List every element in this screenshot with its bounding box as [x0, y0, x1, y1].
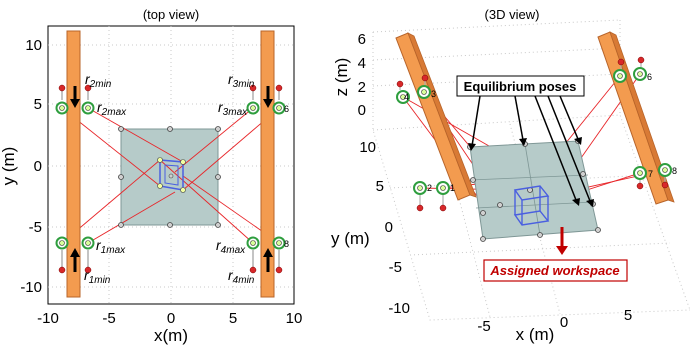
top-view-pulleys: [55, 101, 286, 250]
x-tick: 0: [167, 310, 175, 327]
x-tick: 5: [229, 310, 237, 327]
pulley-number-7: 7: [648, 169, 653, 179]
pulley-number-2: 2: [427, 183, 432, 193]
pulley-number-4: 4: [404, 92, 409, 102]
label-r3min: r3min: [228, 71, 255, 90]
y-tick: 0: [385, 219, 393, 236]
top-view-drop-markers: [61, 90, 280, 268]
z-tick: 6: [358, 31, 366, 48]
y-tick: -10: [20, 279, 42, 296]
top-view-x-label: x(m): [154, 326, 188, 345]
z-tick: 0: [358, 102, 366, 119]
equilibrium-poses-box: [456, 75, 585, 97]
3d-view-title: (3D view): [485, 7, 540, 22]
3d-view-y-label: y (m): [331, 229, 370, 248]
pulley-number-6: 6: [647, 72, 652, 82]
top-view-y-label: y (m): [0, 147, 18, 186]
x-tick: 10: [286, 310, 303, 327]
label-r4min: r4min: [228, 267, 255, 286]
equilibrium-poses-label: Equilibrium poses: [464, 79, 577, 94]
label-r4max: r4max: [216, 237, 246, 256]
y-tick: 0: [34, 158, 42, 175]
3d-view-red-markers: [396, 56, 669, 212]
y-tick: -5: [389, 259, 402, 276]
3d-view-z-label: z (m): [332, 58, 351, 97]
x-tick: -5: [102, 310, 115, 327]
top-view-platform: [157, 157, 186, 193]
top-view-title: (top view): [143, 7, 199, 22]
top-view-plot: (top view): [0, 7, 302, 345]
3d-view-pillar-right: [597, 31, 669, 205]
equilibrium-poses-callout: Equilibrium poses: [456, 75, 594, 207]
3d-view-x-label: x (m): [516, 325, 555, 344]
top-view-red-markers: [58, 84, 283, 274]
y-tick: -10: [388, 300, 410, 317]
pulley-number-1: 1: [450, 183, 455, 193]
pulley-number-3: 3: [431, 89, 436, 99]
3d-view-workspace: [469, 140, 599, 240]
assigned-workspace-label: Assigned workspace: [489, 263, 619, 278]
label-r1min: r1min: [84, 267, 111, 286]
x-tick: 5: [624, 307, 632, 324]
3d-view-plot: (3D view): [331, 7, 691, 344]
3d-view-y-ticks: 10 5 0 -5 -10: [359, 139, 410, 317]
z-tick: 4: [358, 55, 366, 72]
label-r2max: r2max: [97, 99, 127, 118]
y-tick: -5: [29, 219, 42, 236]
top-view-x-ticks: -10 -5 0 5 10: [37, 310, 302, 327]
3d-view-z-ticks: 6 4 2 0: [358, 31, 366, 119]
y-tick: 10: [359, 139, 376, 156]
3d-view-x-ticks: -5 0 5: [477, 307, 632, 335]
label-r3max: r3max: [218, 99, 248, 118]
top-view-y-ticks: 10 5 0 -5 -10: [20, 37, 42, 296]
y-tick: 5: [34, 96, 42, 113]
3d-view-platform: [513, 185, 550, 226]
3d-view-pulleys: [396, 67, 672, 195]
z-tick: 2: [358, 79, 366, 96]
y-tick: 5: [376, 178, 384, 195]
x-tick: 0: [560, 314, 568, 331]
3d-view-pillar-left-side: [407, 32, 477, 198]
x-tick: -10: [37, 310, 59, 327]
x-tick: -5: [477, 318, 490, 335]
assigned-workspace-box: [483, 259, 628, 282]
top-view-pillar-left: [66, 30, 81, 298]
top-view-equilibrium-points: [118, 126, 221, 228]
pulley-number-8-left: 8: [284, 239, 289, 249]
pulley-number-8: 8: [672, 166, 677, 176]
pulley-number-6-left: 6: [284, 104, 289, 114]
label-r1max: r1max: [96, 237, 126, 256]
3d-view-pillar-left: [395, 32, 471, 201]
y-tick: 10: [25, 37, 42, 54]
top-view-range-arrows: [70, 86, 273, 272]
top-view-pillar-right: [260, 30, 275, 298]
label-r2min: r2min: [85, 71, 112, 90]
assigned-workspace-callout: Assigned workspace: [483, 227, 628, 282]
